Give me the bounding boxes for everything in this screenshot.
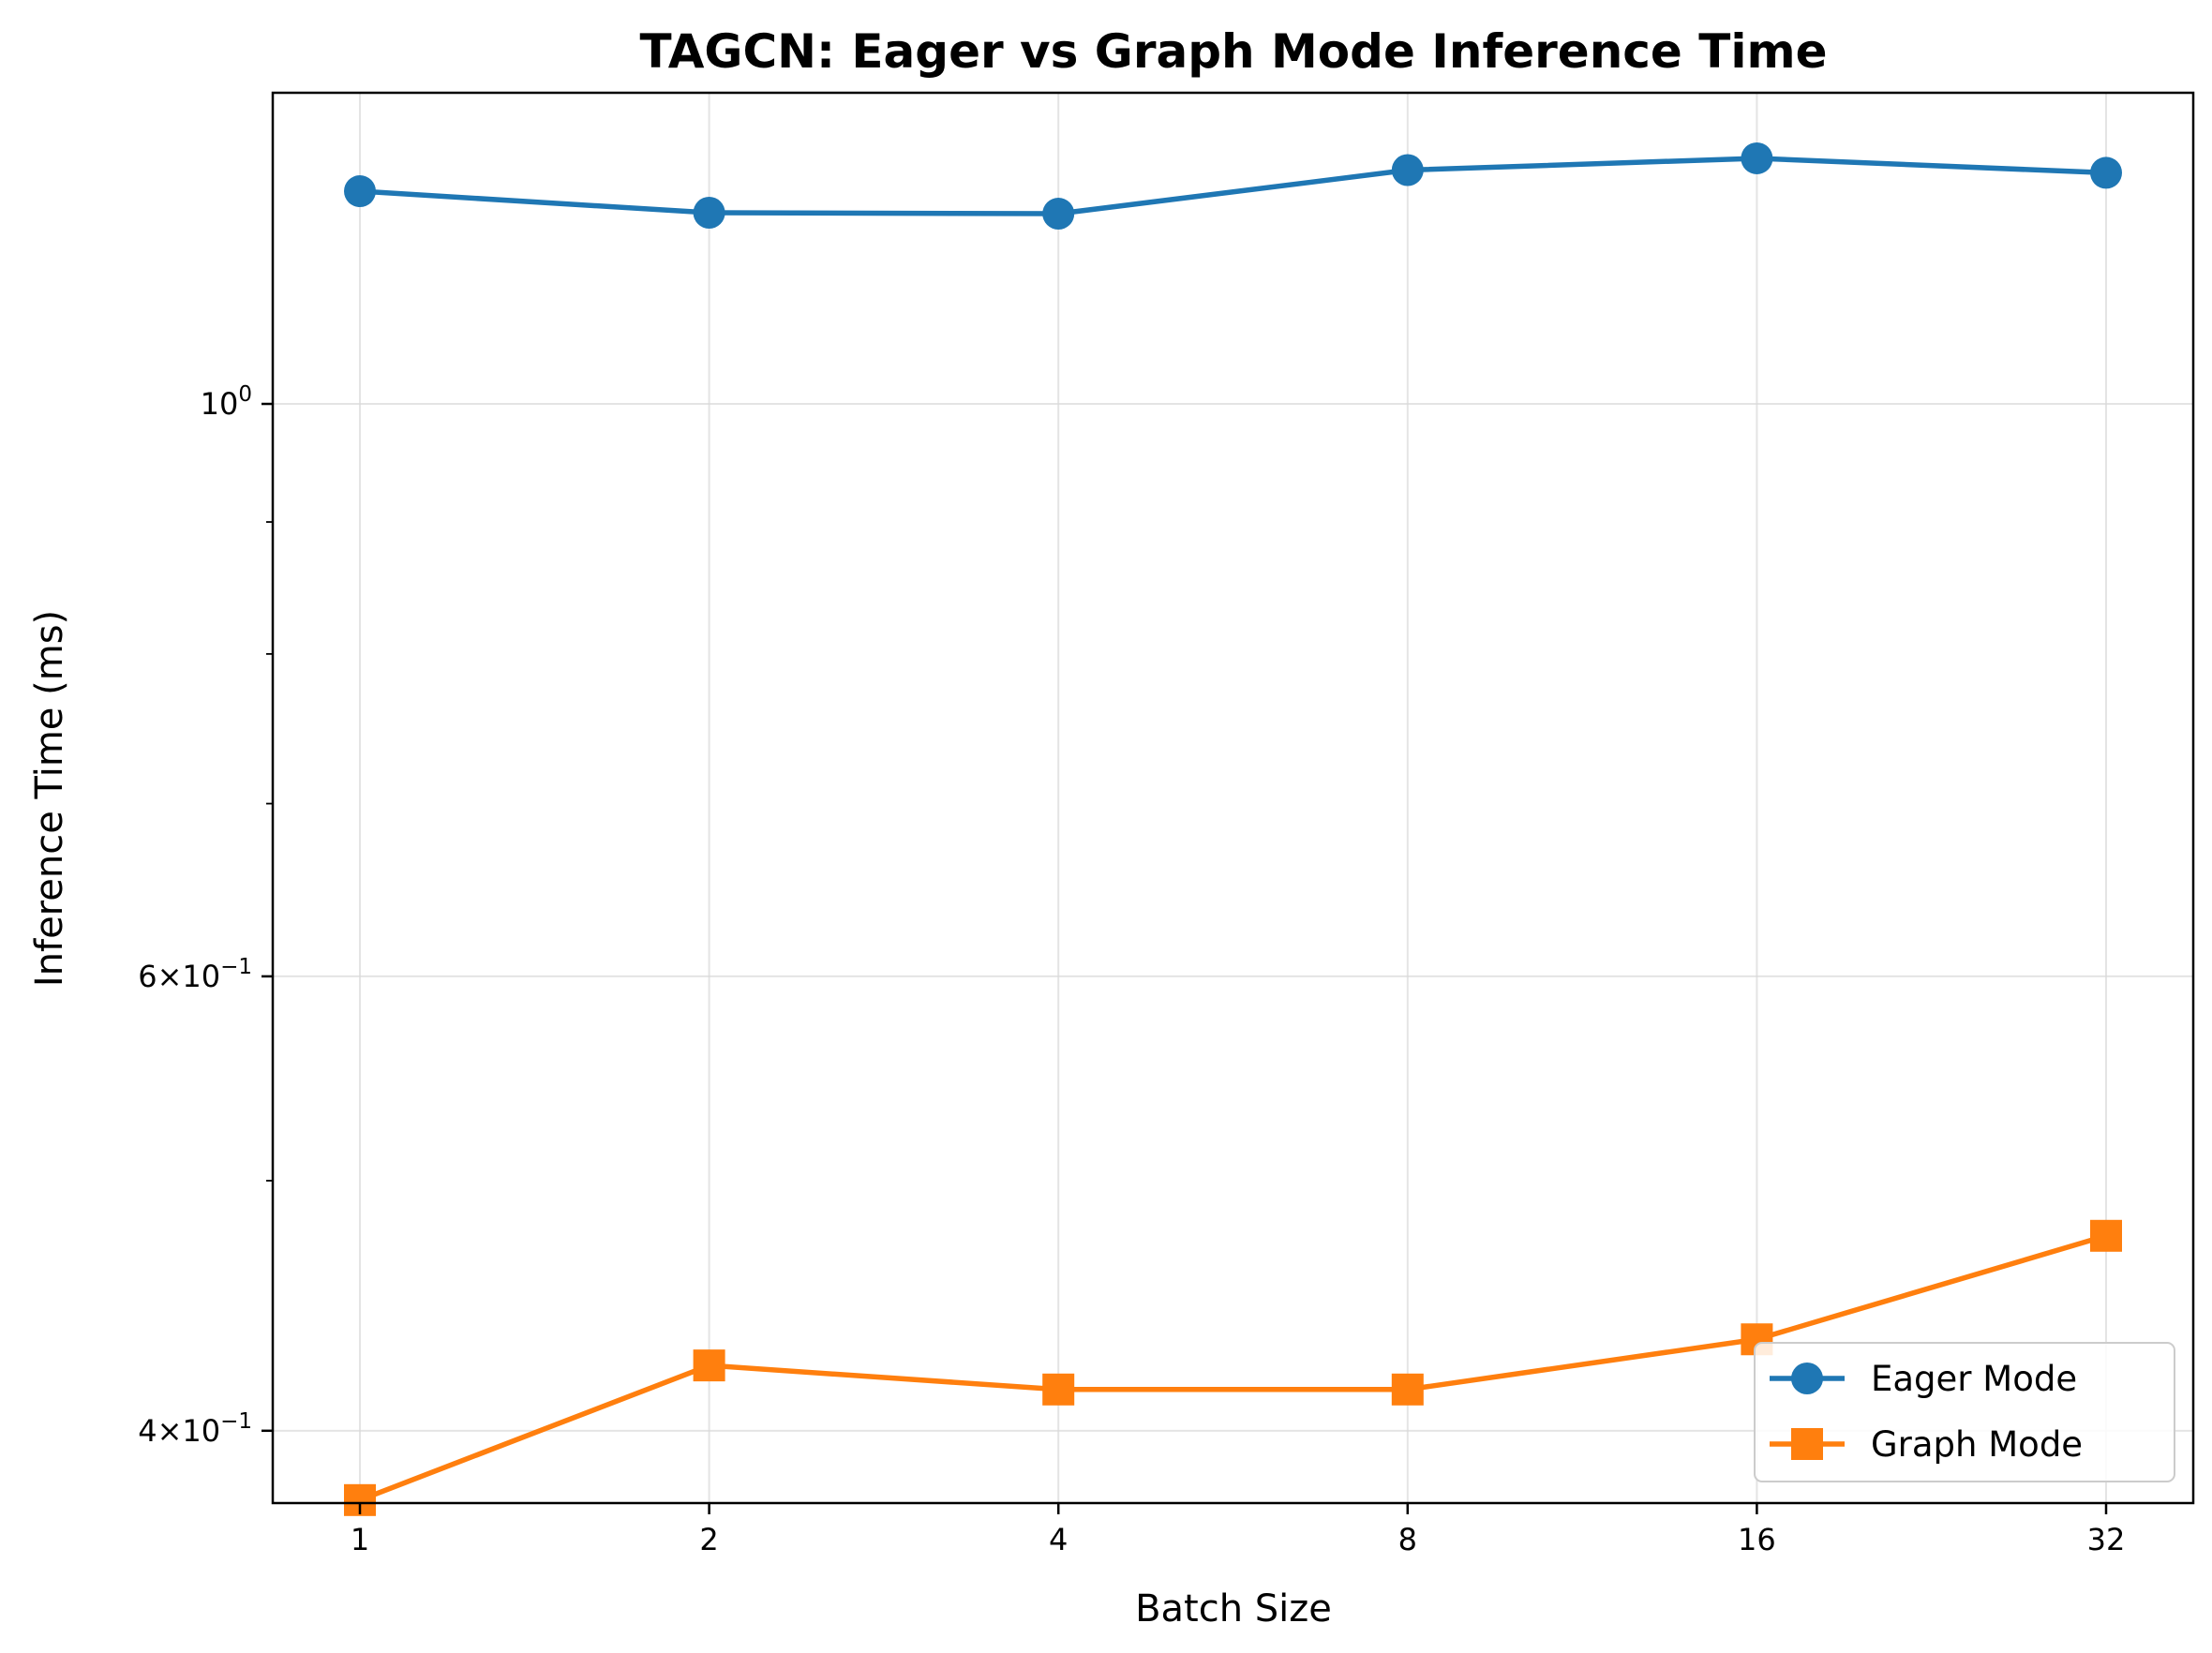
- data-point: [693, 1349, 725, 1382]
- legend-label: Graph Mode: [1871, 1424, 2083, 1465]
- legend-marker: [1791, 1363, 1823, 1394]
- data-point: [344, 175, 376, 208]
- y-tick-label: 6×10−1: [138, 955, 252, 994]
- x-tick-label: 32: [2087, 1522, 2126, 1557]
- x-tick-label: 1: [351, 1522, 369, 1557]
- x-tick-label: 4: [1049, 1522, 1068, 1557]
- legend-label: Eager Mode: [1871, 1359, 2077, 1399]
- chart-title: TAGCN: Eager vs Graph Mode Inference Tim…: [639, 24, 1827, 79]
- legend-box: [1754, 1342, 2175, 1482]
- grid-lines: [273, 93, 2193, 1503]
- x-axis: 1 2 4 8 16 32: [351, 1503, 2126, 1557]
- y-tick-label: 4×10−1: [138, 1409, 252, 1449]
- data-point: [2090, 156, 2122, 189]
- y-axis: 100 6×10−1 4×10−1: [138, 382, 273, 1449]
- x-tick-label: 16: [1738, 1522, 1776, 1557]
- data-point: [1391, 154, 1424, 186]
- x-tick-label: 2: [699, 1522, 718, 1557]
- legend-marker: [1791, 1428, 1823, 1460]
- series-line: [359, 156, 2107, 216]
- legend: Eager Mode Graph Mode: [1754, 1342, 2175, 1482]
- data-point: [1042, 1373, 1075, 1406]
- legend-entry: Graph Mode: [1770, 1424, 2083, 1465]
- data-point: [1042, 198, 1075, 231]
- x-tick-label: 8: [1398, 1522, 1417, 1557]
- x-axis-label: Batch Size: [1135, 1587, 1332, 1631]
- legend-entry: Eager Mode: [1770, 1359, 2077, 1399]
- series-eager-mode: [344, 141, 2122, 231]
- data-point: [1391, 1373, 1424, 1406]
- y-tick-label: 100: [201, 382, 252, 422]
- plot-area: [271, 91, 2195, 1505]
- y-axis-label: Inference Time (ms): [28, 610, 71, 987]
- data-point: [2090, 1219, 2122, 1252]
- series-layer: [344, 141, 2122, 1516]
- series-graph-mode: [344, 1219, 2122, 1516]
- data-point: [1741, 141, 1773, 174]
- series-line: [359, 1233, 2107, 1503]
- data-point: [693, 197, 725, 230]
